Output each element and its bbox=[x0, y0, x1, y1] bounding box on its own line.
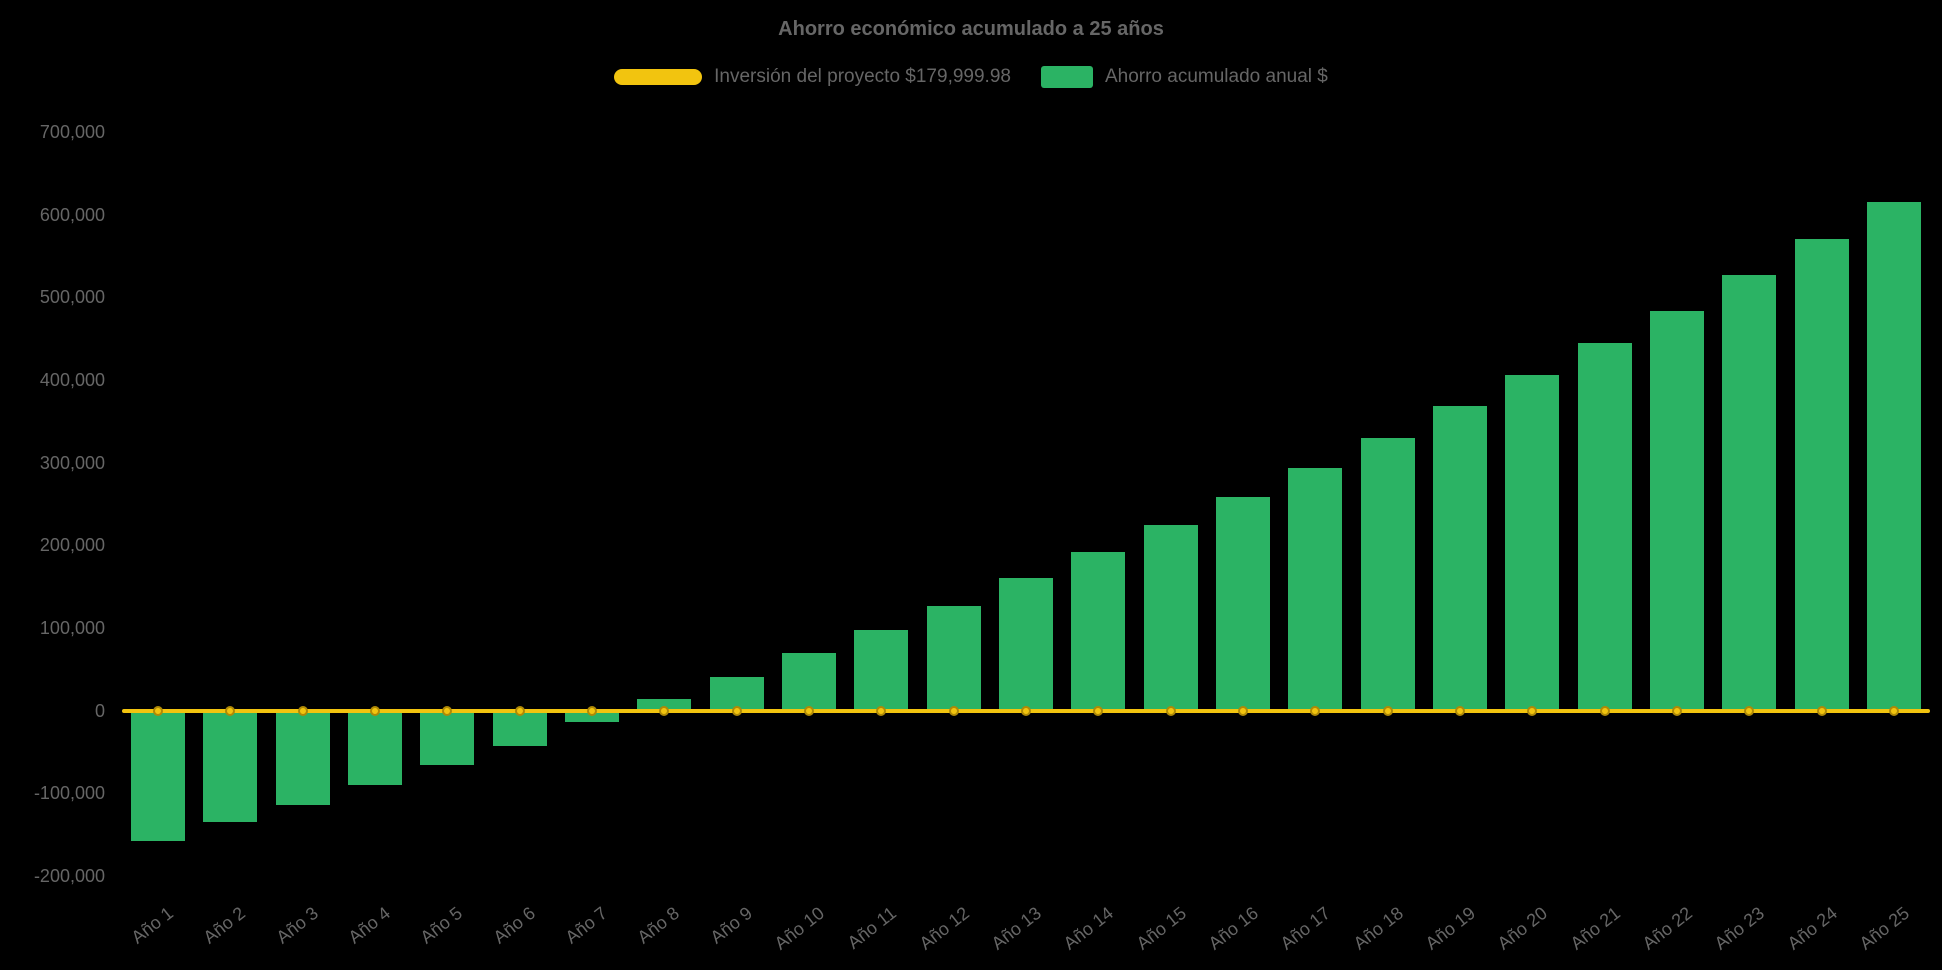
bar-ano-21[interactable] bbox=[1577, 342, 1632, 711]
bar-ano-6[interactable] bbox=[492, 710, 547, 747]
investment-line-marker-ano-6[interactable] bbox=[514, 705, 525, 716]
y-axis-label: 300,000 bbox=[39, 452, 105, 473]
investment-line-marker-ano-16[interactable] bbox=[1237, 705, 1248, 716]
investment-line-marker-ano-10[interactable] bbox=[804, 705, 815, 716]
bar-ano-11[interactable] bbox=[854, 629, 909, 711]
bar-ano-3[interactable] bbox=[275, 710, 330, 805]
chart-title: Ahorro económico acumulado a 25 años bbox=[778, 18, 1164, 40]
bar-ano-13[interactable] bbox=[999, 578, 1053, 711]
y-axis-label: -100,000 bbox=[33, 783, 105, 804]
bar-ano-5[interactable] bbox=[420, 710, 475, 766]
investment-line-marker-ano-22[interactable] bbox=[1671, 705, 1682, 716]
bar-ano-17[interactable] bbox=[1288, 467, 1343, 711]
investment-line-marker-ano-2[interactable] bbox=[225, 705, 236, 716]
bar-ano-10[interactable] bbox=[782, 652, 837, 711]
y-axis-label: 100,000 bbox=[39, 618, 105, 638]
investment-line-marker-ano-14[interactable] bbox=[1093, 705, 1104, 716]
y-axis-label: 400,000 bbox=[39, 370, 105, 390]
bar-ano-7[interactable] bbox=[565, 710, 620, 723]
investment-line-marker-ano-4[interactable] bbox=[370, 705, 381, 716]
bar-ano-24[interactable] bbox=[1794, 239, 1849, 711]
bar-ano-19[interactable] bbox=[1432, 406, 1487, 711]
legend-item-savings[interactable]: Ahorro acumulado anual $ bbox=[1040, 66, 1328, 88]
y-axis-label: 700,000 bbox=[39, 122, 105, 142]
bar-ano-15[interactable] bbox=[1143, 525, 1198, 711]
savings-legend-label: Ahorro acumulado anual $ bbox=[1104, 66, 1328, 87]
bar-ano-8[interactable] bbox=[637, 699, 692, 711]
bar-ano-12[interactable] bbox=[926, 605, 981, 711]
bar-ano-16[interactable] bbox=[1215, 497, 1270, 711]
investment-line-marker-ano-17[interactable] bbox=[1310, 705, 1321, 716]
y-axis-label: 0 bbox=[94, 700, 105, 721]
investment-line-marker-ano-13[interactable] bbox=[1021, 705, 1031, 716]
investment-line-marker-ano-9[interactable] bbox=[731, 705, 742, 716]
investment-line-marker-ano-8[interactable] bbox=[659, 705, 670, 716]
investment-line-marker-ano-15[interactable] bbox=[1165, 705, 1176, 716]
investment-line-marker-ano-19[interactable] bbox=[1454, 705, 1465, 716]
investment-line-marker-ano-24[interactable] bbox=[1816, 705, 1827, 716]
investment-line-marker-ano-1[interactable] bbox=[153, 705, 164, 716]
bar-ano-4[interactable] bbox=[348, 710, 403, 786]
bar-ano-9[interactable] bbox=[709, 676, 764, 711]
bar-ano-14[interactable] bbox=[1071, 551, 1126, 711]
bar-ano-1[interactable] bbox=[131, 710, 186, 842]
bar-ano-25[interactable] bbox=[1866, 202, 1921, 711]
investment-legend-label: Inversión del proyecto $179,999.98 bbox=[714, 66, 1011, 87]
bar-ano-18[interactable] bbox=[1360, 437, 1415, 711]
investment-line-marker-ano-20[interactable] bbox=[1527, 705, 1538, 716]
y-axis-label: 200,000 bbox=[39, 535, 105, 556]
y-axis-label: -200,000 bbox=[33, 866, 105, 886]
investment-line-marker-ano-11[interactable] bbox=[876, 705, 887, 716]
y-axis-label: 500,000 bbox=[39, 287, 105, 308]
investment-line-marker-ano-18[interactable] bbox=[1382, 705, 1393, 716]
savings-legend-swatch bbox=[1040, 66, 1093, 88]
legend-item-investment[interactable]: Inversión del proyecto $179,999.98 bbox=[614, 66, 1011, 88]
investment-line-marker-ano-5[interactable] bbox=[442, 705, 453, 716]
investment-line-marker-ano-21[interactable] bbox=[1599, 705, 1610, 716]
bar-ano-20[interactable] bbox=[1505, 375, 1560, 711]
investment-line-marker-ano-3[interactable] bbox=[297, 705, 308, 716]
investment-line-marker-ano-7[interactable] bbox=[587, 705, 598, 716]
bar-ano-2[interactable] bbox=[203, 710, 258, 823]
investment-legend-swatch bbox=[614, 69, 703, 85]
bar-ano-22[interactable] bbox=[1649, 310, 1704, 711]
bar-ano-23[interactable] bbox=[1722, 275, 1777, 711]
y-axis-label: 600,000 bbox=[39, 204, 105, 225]
legend: Inversión del proyecto $179,999.98 Ahorr… bbox=[0, 66, 1942, 88]
investment-line-marker-ano-25[interactable] bbox=[1888, 705, 1899, 716]
investment-line-marker-ano-23[interactable] bbox=[1744, 705, 1755, 716]
investment-line-marker-ano-12[interactable] bbox=[948, 705, 959, 716]
